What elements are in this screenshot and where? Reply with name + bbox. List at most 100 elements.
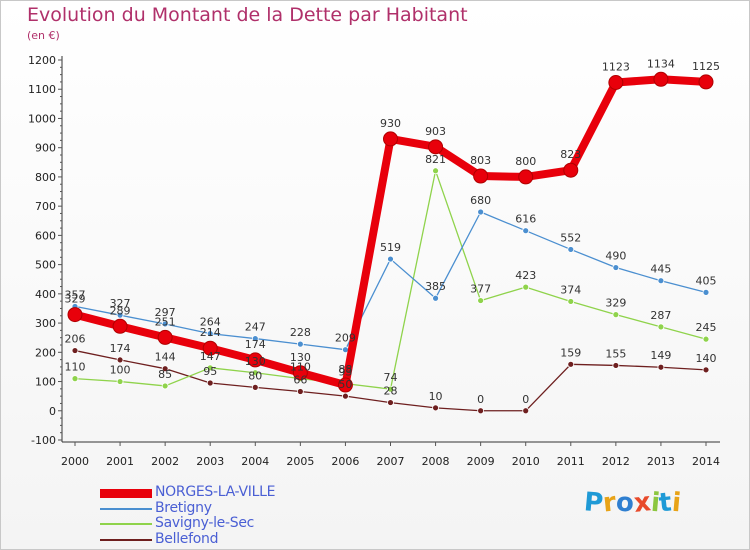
data-point [428,139,444,155]
data-point [161,365,169,373]
data-point [432,404,439,412]
data-label: 206 [65,333,86,346]
data-point [702,335,710,343]
legend-label: Bretigny [155,499,212,516]
data-label: 264 [200,316,221,329]
data-point [702,288,710,296]
data-label: 289 [110,304,131,317]
x-tick-label: 2004 [241,455,269,468]
data-point [567,360,575,368]
data-label: 821 [425,153,446,166]
data-label: 100 [110,364,131,377]
data-label: 174 [245,338,266,351]
data-label: 88 [338,363,352,376]
data-point [522,283,530,291]
x-tick-label: 2002 [151,455,179,468]
data-label: 174 [110,342,131,355]
x-tick-label: 2014 [692,455,720,468]
data-point [247,352,263,368]
data-label: 297 [155,306,176,319]
y-tick-label: 1000 [28,112,56,125]
data-label: 490 [605,250,626,263]
data-label: 616 [515,213,536,226]
data-point [112,318,128,334]
data-label: 823 [560,148,581,161]
logo-letter: i [670,487,683,519]
data-point [387,385,394,393]
data-label: 214 [200,326,221,339]
data-label: 159 [560,346,581,359]
data-label: 110 [290,361,311,374]
data-point [337,377,353,393]
data-label: 147 [200,350,221,363]
data-point [387,399,394,406]
y-tick-label: 300 [35,317,56,330]
data-point [563,162,579,178]
y-tick-label: 0 [49,405,56,418]
data-point [653,71,669,87]
data-label: 209 [335,332,356,345]
x-tick-label: 2012 [602,455,630,468]
data-point [477,208,485,216]
x-tick-label: 2006 [331,455,359,468]
data-label: 228 [290,326,311,339]
data-point [608,75,624,91]
data-point [477,297,485,304]
data-label: 95 [203,365,217,378]
data-label: 149 [650,349,671,362]
data-point [432,167,439,175]
data-label: 1134 [647,57,675,70]
data-point [296,388,304,395]
x-tick-label: 2009 [467,455,495,468]
data-point [206,364,214,372]
data-label: 28 [384,385,398,398]
data-label: 329 [605,297,626,310]
data-point [116,356,124,364]
data-label: 377 [470,283,491,296]
data-point [387,255,394,263]
data-point [161,320,169,328]
data-point [296,340,304,348]
x-tick-label: 2001 [106,455,134,468]
data-point [612,264,620,271]
legend-label: Savigny-le-Sec [155,515,255,531]
data-point [71,347,79,354]
data-label: 519 [380,241,401,254]
y-tick-label: 600 [35,229,56,242]
data-point [698,74,714,90]
data-label: 155 [605,347,626,360]
legend-swatch [100,507,152,510]
x-tick-label: 2010 [512,455,540,468]
data-label: 374 [560,283,581,296]
y-tick-label: 400 [35,288,56,301]
chart-title: Evolution du Montant de la Dette par Hab… [27,4,468,26]
x-tick-label: 2005 [286,455,314,468]
data-point [116,378,124,385]
data-point [702,366,710,374]
y-tick-label: 900 [35,142,56,155]
data-point [161,382,169,390]
data-point [432,294,439,302]
data-label: 130 [245,355,266,368]
data-label: 10 [429,390,443,403]
data-label: 329 [65,293,86,306]
legend-swatch [100,538,152,541]
data-label: 251 [155,315,176,328]
data-label: 405 [696,274,717,287]
data-label: 680 [470,194,491,207]
data-point [657,323,665,331]
legend-swatch [100,488,152,498]
y-tick-label: 100 [35,376,56,389]
data-label: 140 [696,352,717,365]
data-label: 247 [245,321,266,334]
data-point [251,383,259,391]
data-point [657,277,665,285]
data-point [251,369,259,377]
legend-label: Bellefond [155,530,219,547]
data-label: 80 [248,369,262,382]
data-label: 50 [338,378,352,391]
data-label: 85 [158,368,172,381]
data-label: 130 [290,351,311,364]
